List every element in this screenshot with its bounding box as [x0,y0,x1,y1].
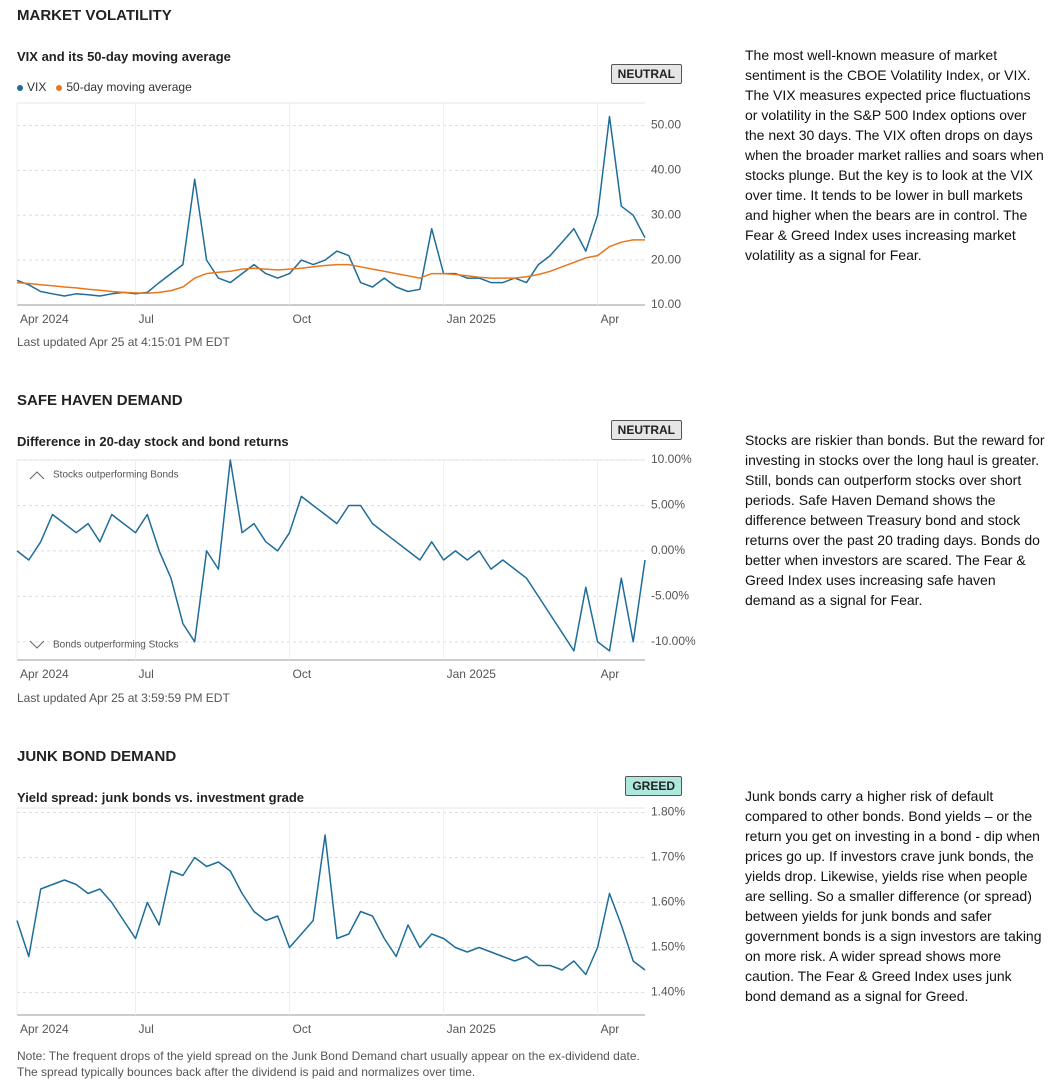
annotation-arrow [29,471,45,480]
y-tick-label: 1.70% [651,850,685,864]
x-tick-label: Apr [601,1022,620,1036]
x-tick-label: Apr [601,312,620,326]
y-tick-label: 40.00 [651,163,681,177]
last-updated: Last updated Apr 25 at 4:15:01 PM EDT [17,335,230,349]
chart-title: VIX and its 50-day moving average [17,49,231,64]
x-tick-label: Jan 2025 [447,667,497,681]
legend-item: VIX [17,80,46,94]
x-tick-label: Jul [138,667,153,681]
line [16,239,645,295]
annotation: Bonds outperforming Stocks [53,640,179,651]
description: The most well-known measure of market se… [745,47,1044,263]
legend-swatch [56,84,63,91]
x-tick-label: Apr 2024 [20,1022,69,1036]
y-tick-label: 0.00% [651,543,685,557]
annotation: Stocks outperforming Bonds [53,470,179,481]
y-tick-label: -10.00% [651,634,696,648]
line [16,459,646,652]
note: Note: The frequent drops of the yield sp… [17,1049,640,1063]
x-tick-label: Jan 2025 [447,312,497,326]
badge: NEUTRAL [610,64,682,84]
legend-label: VIX [27,80,47,94]
line [16,115,646,297]
y-tick-label: -5.00% [651,589,689,603]
description: Junk bonds carry a higher risk of defaul… [745,788,1042,1004]
section-title: MARKET VOLATILITY [17,7,172,24]
x-tick-label: Apr 2024 [20,312,69,326]
x-tick-label: Apr [601,667,620,681]
legend-item: 50-day moving average [56,80,192,94]
legend-swatch [17,84,23,91]
chart-title: Yield spread: junk bonds vs. investment … [17,790,305,805]
y-tick-label: 1.60% [651,895,685,909]
x-tick-label: Oct [293,667,312,681]
x-tick-label: Jul [138,312,153,326]
description: Stocks are riskier than bonds. But the r… [745,432,1045,608]
y-tick-label: 10.00 [651,297,681,311]
line [16,834,646,976]
legend-label: 50-day moving average [66,80,192,94]
x-tick-label: Apr 2024 [20,667,69,681]
section-title: JUNK BOND DEMAND [17,748,177,765]
y-tick-label: 30.00 [651,207,681,221]
annotation-arrow [29,640,45,649]
legend: VIX 50-day moving average [17,78,202,96]
y-tick-label: 50.00 [651,118,681,132]
section-title: SAFE HAVEN DEMAND [17,392,183,409]
x-tick-label: Oct [293,312,312,326]
last-updated: Last updated Apr 25 at 3:59:59 PM EDT [17,691,230,705]
y-tick-label: 1.40% [651,985,685,999]
x-tick-label: Jul [138,1022,153,1036]
x-tick-label: Jan 2025 [447,1022,497,1036]
chart-title: Difference in 20-day stock and bond retu… [17,434,289,449]
y-tick-label: 1.80% [651,805,685,819]
y-tick-label: 20.00 [651,252,681,266]
note: The spread typically bounces back after … [17,1065,476,1079]
y-tick-label: 10.00% [651,452,692,466]
badge: GREED [625,776,682,796]
x-tick-label: Oct [293,1022,312,1036]
y-tick-label: 5.00% [651,498,685,512]
badge: NEUTRAL [610,420,682,440]
charts: 10.00 20.00 30.00 40.00 50.00 Apr 2024 Jul Oct J… [16,102,696,1036]
y-tick-label: 1.50% [651,940,685,954]
